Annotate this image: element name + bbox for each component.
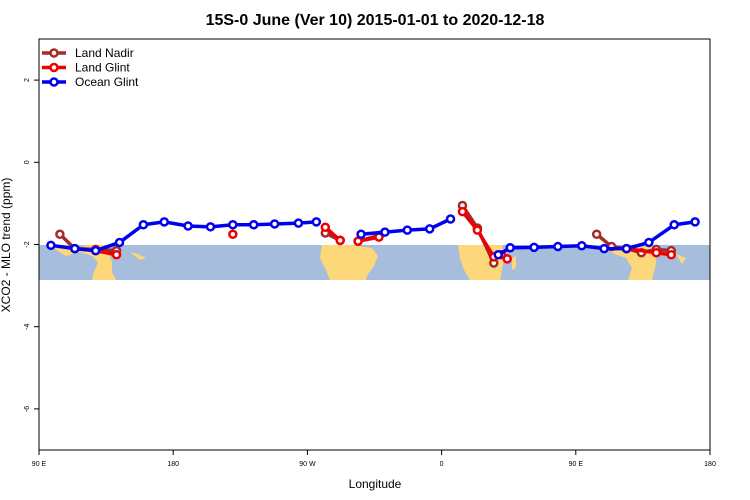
x-axis-label: Longitude: [349, 477, 402, 491]
data-point-ocean-glint: [90, 245, 101, 256]
data-point-ocean-glint: [690, 217, 700, 227]
data-point-ocean-glint: [493, 250, 504, 260]
data-point-land-glint: [502, 254, 512, 264]
data-point-land-nadir: [55, 229, 65, 239]
land-shape: [320, 245, 378, 280]
x-tick-label: 0: [440, 461, 444, 468]
legend-label: Ocean Glint: [75, 75, 139, 89]
data-point-ocean-glint: [293, 218, 304, 228]
series-layer: [46, 200, 700, 268]
series-line-ocean-glint: [497, 220, 696, 257]
legend-item-ocean-glint: Ocean Glint: [42, 75, 139, 89]
legend-marker: [49, 62, 59, 73]
data-point-land-glint: [457, 206, 468, 217]
data-point-ocean-glint: [183, 221, 193, 231]
land-shape: [50, 245, 116, 280]
data-point-ocean-glint: [311, 217, 322, 227]
data-point-ocean-glint: [70, 243, 80, 254]
data-point-ocean-glint: [205, 222, 216, 232]
land-shape: [676, 254, 686, 264]
y-tick-label: 2: [24, 78, 31, 82]
land-shape: [512, 256, 516, 270]
chart-title: 15S-0 June (Ver 10) 2015-01-01 to 2020-1…: [206, 12, 545, 29]
y-axis: 2 0 -2 -4 -6: [24, 78, 39, 412]
y-tick-label: 0: [24, 160, 31, 164]
data-point-ocean-glint: [380, 227, 390, 237]
legend-marker: [49, 48, 59, 58]
data-point-land-glint: [111, 250, 122, 260]
data-point-ocean-glint: [669, 220, 679, 230]
y-axis-label: XCO2 - MLO trend (ppm): [0, 178, 13, 313]
data-point-ocean-glint: [644, 237, 654, 248]
y-tick-label: -4: [24, 323, 31, 329]
data-point-land-glint: [666, 250, 676, 260]
y-tick-label: -6: [24, 406, 31, 412]
data-point-land-glint: [472, 225, 483, 235]
map-background: [39, 245, 710, 280]
data-point-ocean-glint: [356, 229, 366, 239]
data-point-ocean-glint: [577, 240, 587, 251]
data-point-land-nadir: [591, 229, 602, 239]
legend-label: Land Glint: [75, 61, 130, 75]
legend-marker: [49, 77, 59, 87]
data-point-ocean-glint: [529, 242, 539, 253]
data-point-land-glint: [335, 235, 345, 246]
data-point-ocean-glint: [445, 214, 456, 224]
x-tick-label: 90 E: [569, 461, 584, 468]
data-point-ocean-glint: [269, 219, 280, 229]
data-point-land-glint: [228, 229, 238, 239]
x-tick-label: 180: [167, 461, 179, 468]
data-point-ocean-glint: [424, 224, 435, 234]
data-point-ocean-glint: [138, 220, 149, 230]
series-ocean-glint: [46, 214, 700, 260]
data-point-ocean-glint: [505, 243, 515, 253]
data-point-ocean-glint: [621, 243, 632, 254]
data-point-ocean-glint: [248, 220, 259, 230]
legend-item-land-nadir: Land Nadir: [42, 46, 134, 60]
x-tick-label: 180: [704, 461, 716, 468]
data-point-ocean-glint: [553, 241, 563, 252]
legend-label: Land Nadir: [75, 46, 134, 60]
legend-item-land-glint: Land Glint: [42, 61, 130, 75]
data-point-ocean-glint: [402, 225, 413, 235]
data-point-ocean-glint: [228, 220, 238, 230]
x-tick-label: 90 W: [299, 461, 316, 468]
data-point-ocean-glint: [599, 243, 609, 254]
land-shape: [130, 252, 146, 260]
y-tick-label: -2: [24, 241, 31, 247]
data-point-ocean-glint: [159, 217, 170, 227]
data-point-land-glint: [320, 222, 331, 232]
x-axis: 90 E 180 90 W 0 90 E 180: [32, 450, 716, 468]
x-tick-label: 90 E: [32, 461, 47, 468]
data-point-ocean-glint: [46, 240, 56, 251]
data-point-land-glint: [651, 247, 662, 258]
data-point-ocean-glint: [114, 237, 125, 248]
